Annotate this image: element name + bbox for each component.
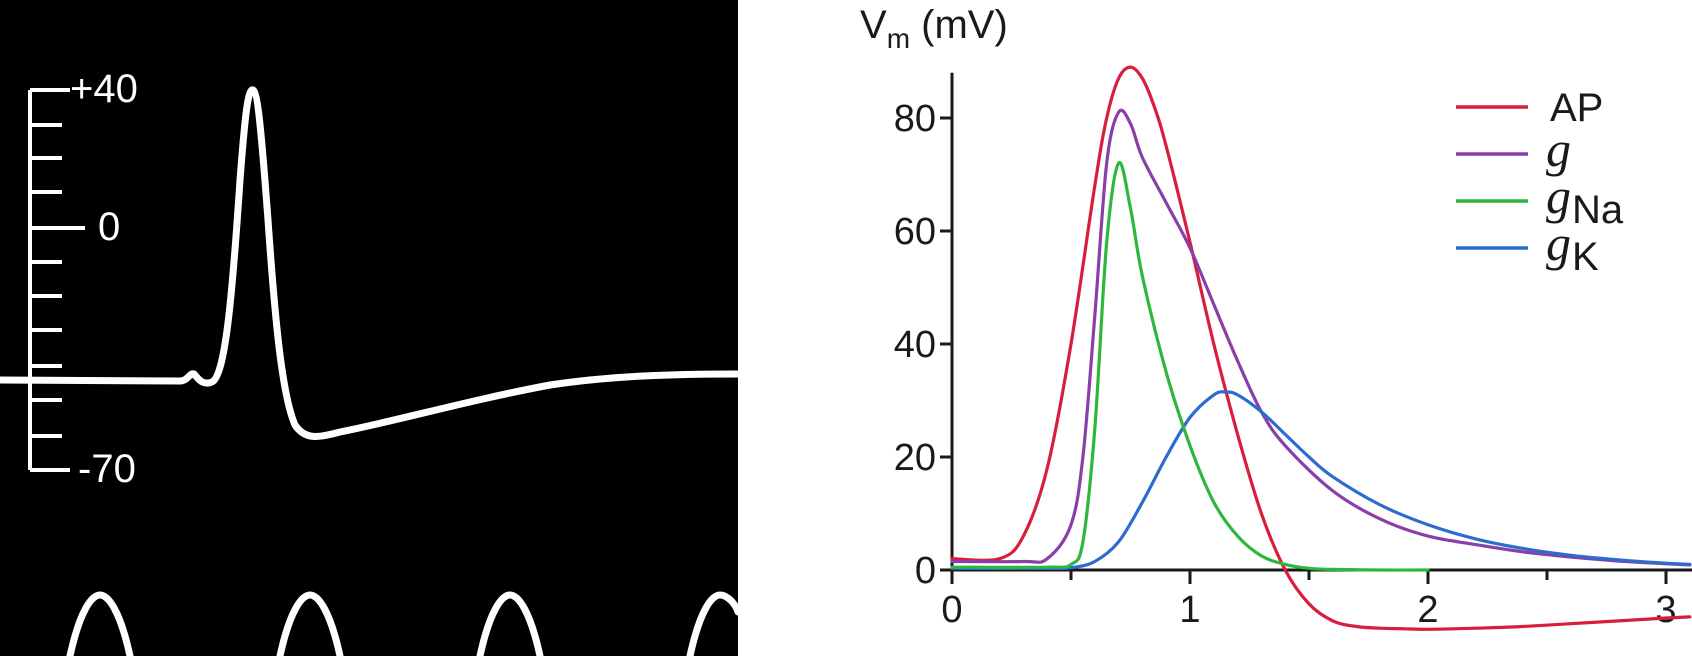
oscilloscope-background: [0, 0, 738, 656]
oscilloscope-svg: +40 0 -70: [0, 0, 738, 656]
legend-label-ap: AP: [1550, 86, 1603, 130]
conductance-chart-panel: Vm (mV) 0 20 40 60 80 0 1 2 3 AP g g Na g K: [738, 0, 1692, 656]
x-tick-label-1: 1: [1179, 589, 1200, 631]
legend-sublabel-g-na: Na: [1572, 188, 1624, 232]
action-potential-trace: [0, 86, 738, 440]
series-lines: [950, 65, 1692, 631]
y-tick-label-0: 0: [915, 550, 936, 592]
oscilloscope-trace-panel: +40 0 -70: [0, 0, 738, 656]
x-tick-label-3: 3: [1655, 589, 1676, 631]
series-line-ap: [950, 65, 1692, 631]
scale-label-top: +40: [70, 67, 138, 111]
y-tick-label-40: 40: [894, 324, 936, 366]
axes: 0 20 40 60 80 0 1 2 3: [894, 72, 1692, 631]
voltage-scale-bar: [28, 88, 85, 472]
x-tick-label-2: 2: [1417, 589, 1438, 631]
legend-label-g-na: g: [1546, 168, 1571, 224]
series-line-g-na: [950, 161, 1430, 572]
x-tick-label-0: 0: [941, 589, 962, 631]
legend-label-g-k: g: [1546, 215, 1571, 271]
legend-sublabel-g-k: K: [1572, 235, 1599, 279]
scale-label-zero: 0: [98, 205, 120, 249]
scale-label-bottom: -70: [78, 447, 136, 491]
series-line-g: [950, 108, 1692, 567]
timing-sine-wave: [66, 591, 738, 656]
y-axis-label: Vm (mV): [860, 3, 1008, 54]
legend-label-g: g: [1546, 121, 1571, 177]
series-line-g-k: [950, 390, 1692, 571]
y-tick-label-80: 80: [894, 98, 936, 140]
y-tick-label-20: 20: [894, 437, 936, 479]
y-tick-label-60: 60: [894, 211, 936, 253]
